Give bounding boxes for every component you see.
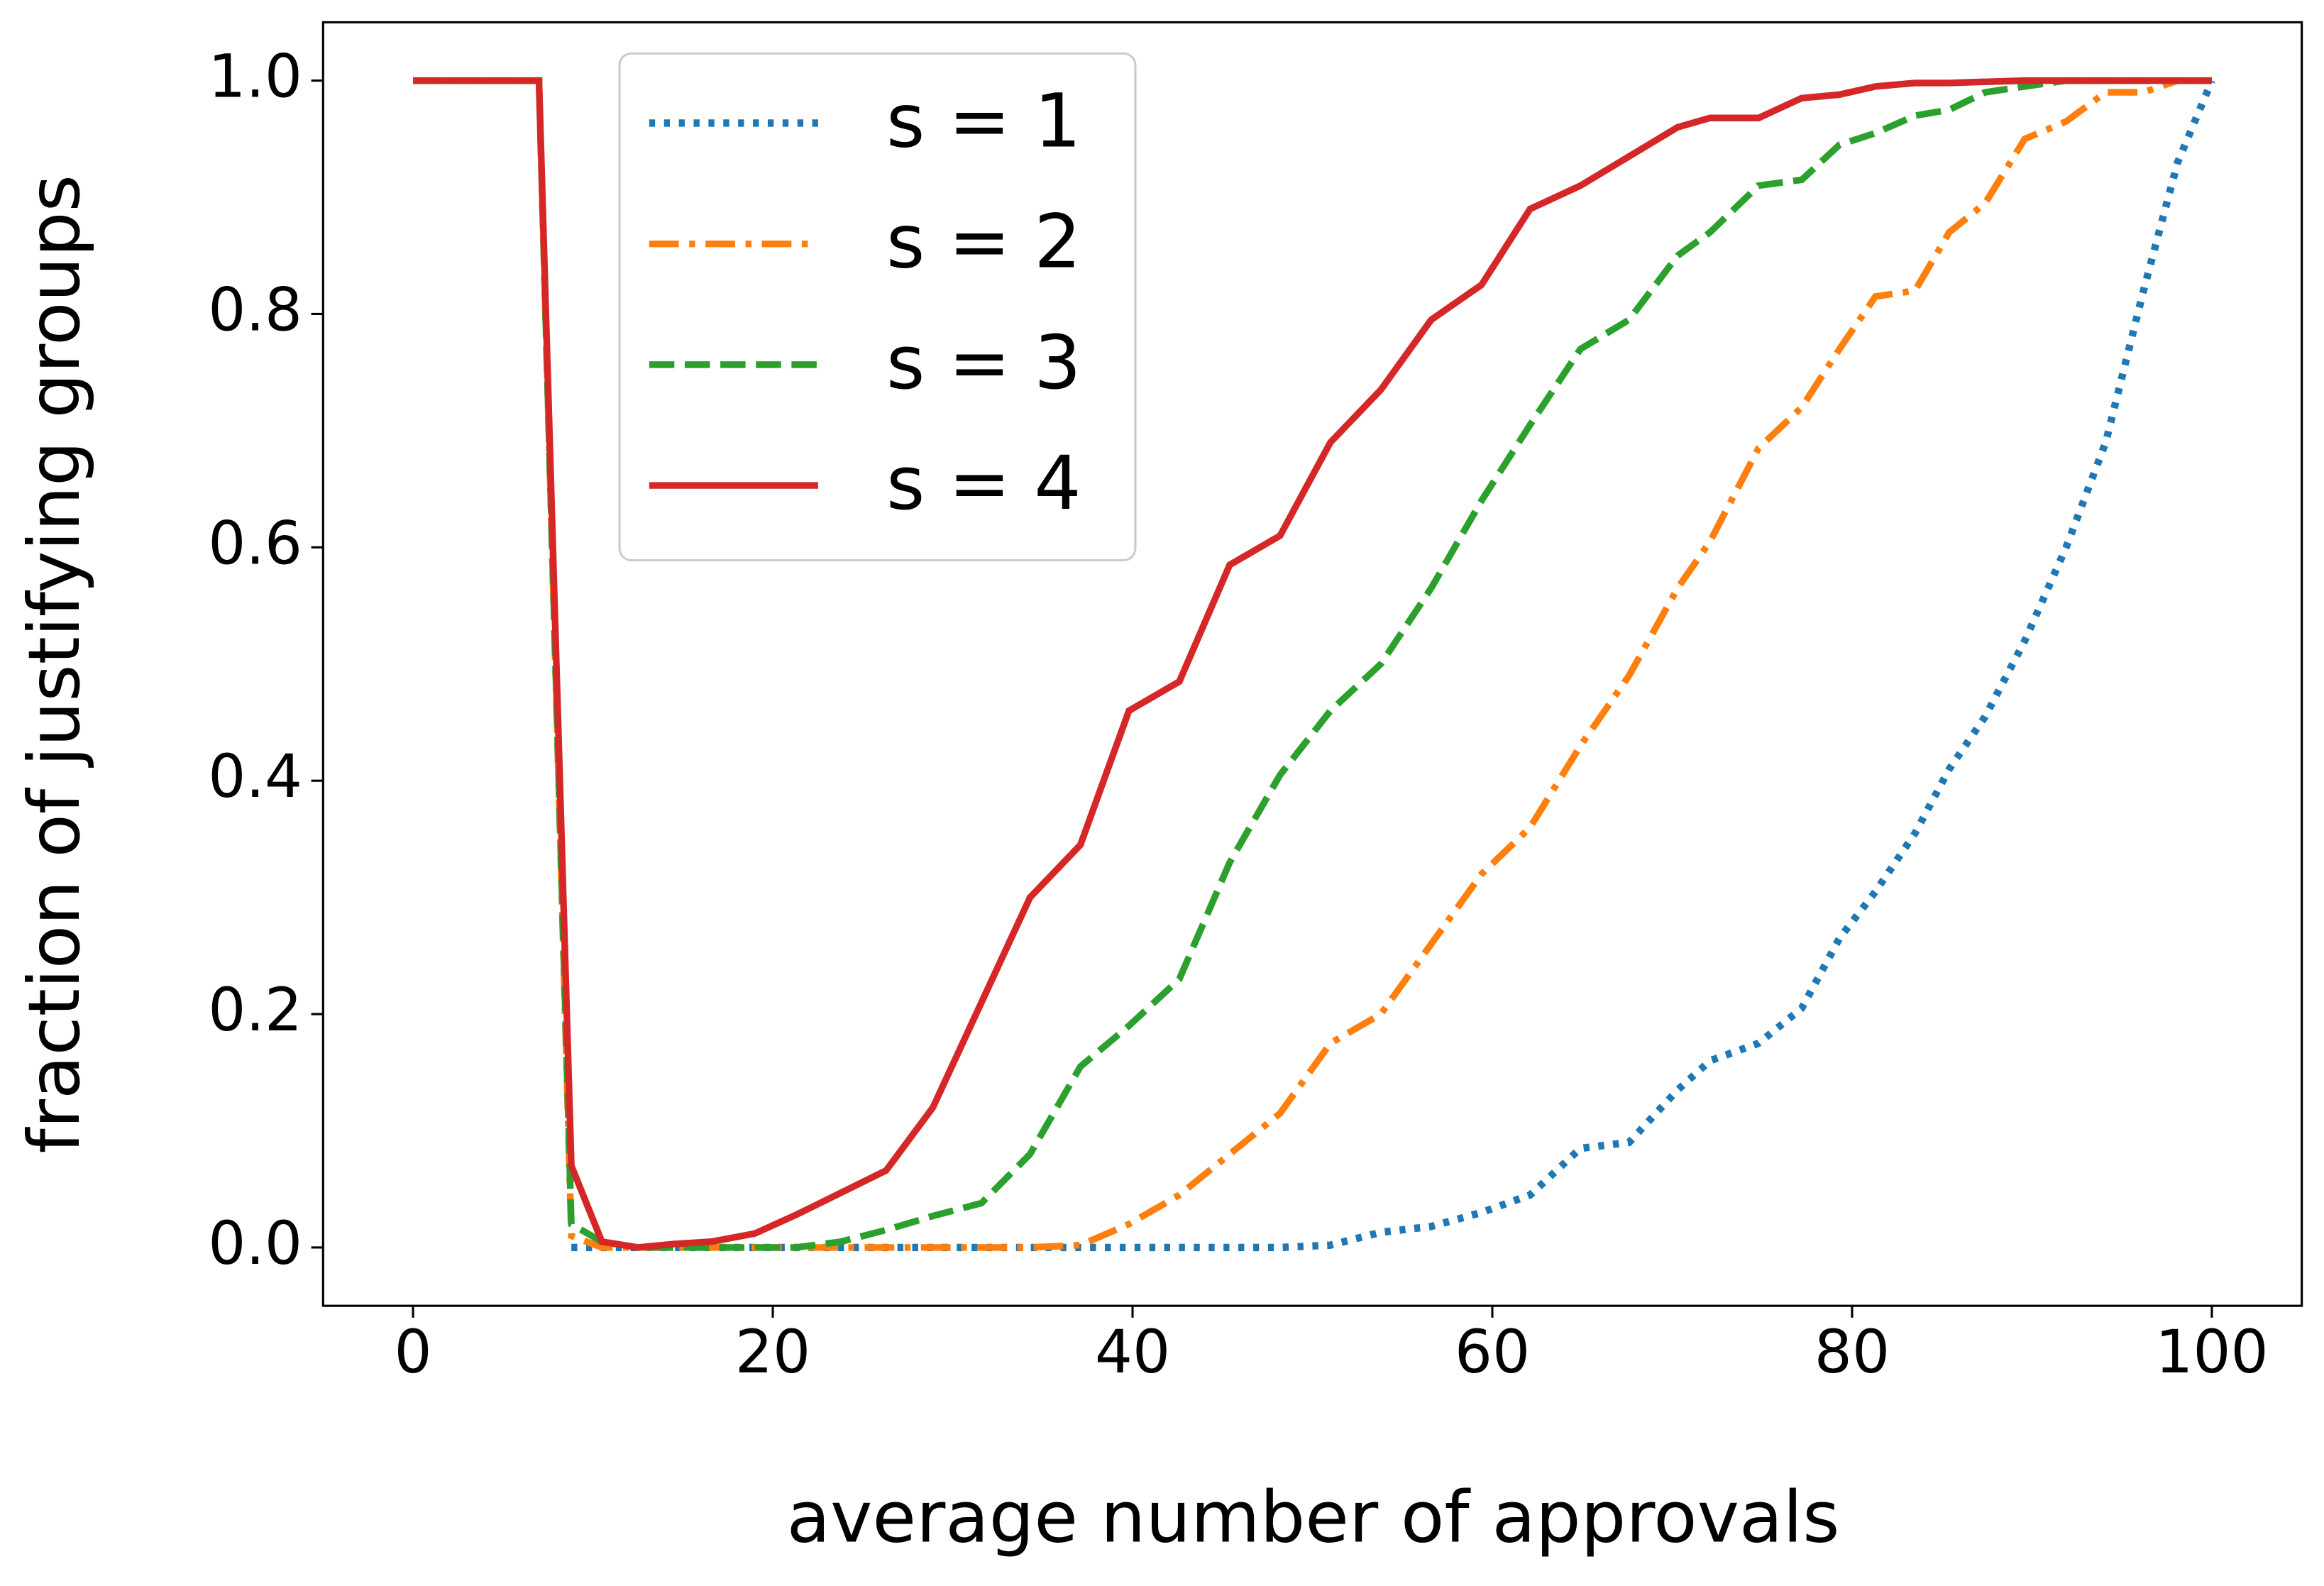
- y-tick-label: 0.0: [208, 1208, 302, 1278]
- legend-label: s = 3: [886, 319, 1081, 406]
- series-line: [413, 77, 2212, 1251]
- legend-label: s = 4: [886, 440, 1081, 527]
- x-tick-label: 60: [1455, 1317, 1530, 1387]
- series-line: [413, 77, 2212, 1251]
- x-tick-label: 80: [1814, 1317, 1890, 1387]
- x-axis-label: average number of approvals: [787, 1475, 1840, 1558]
- y-tick-label: 0.2: [208, 975, 302, 1045]
- x-tick-label: 100: [2155, 1317, 2268, 1387]
- y-axis-label: fraction of justifying groups: [13, 175, 96, 1153]
- y-tick-label: 1.0: [208, 42, 302, 111]
- x-tick-label: 40: [1095, 1317, 1170, 1387]
- y-tick-label: 0.4: [208, 742, 302, 811]
- y-tick-label: 0.6: [208, 508, 302, 578]
- legend-box: [618, 52, 1137, 562]
- legend-label: s = 1: [886, 77, 1081, 164]
- legend: s = 1 s = 2 s = 3 s = 4: [618, 52, 1137, 562]
- x-tick-label: 0: [394, 1317, 431, 1387]
- plot-frame: [321, 21, 2303, 1307]
- y-tick-label: 0.8: [208, 275, 302, 344]
- legend-label: s = 2: [886, 199, 1081, 285]
- x-tick-label: 20: [735, 1317, 810, 1387]
